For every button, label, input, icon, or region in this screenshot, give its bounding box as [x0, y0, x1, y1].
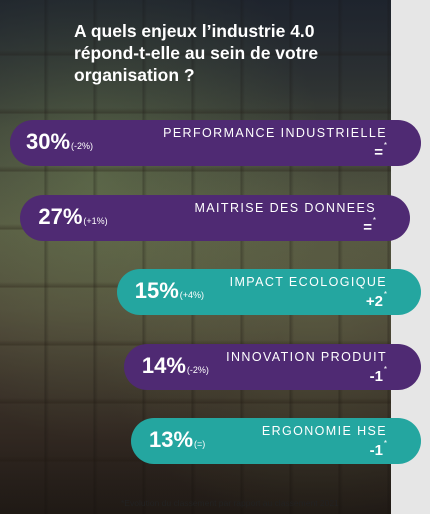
value-text: 14% [141, 352, 186, 378]
category-label: PERFORMANCE INDUSTRIELLE [163, 126, 387, 140]
ranking-evolution: = [363, 218, 372, 236]
category-label: ERGONOMIE HSE [261, 424, 387, 438]
value-text: 15% [134, 278, 179, 303]
value-text: 27% [38, 203, 83, 229]
background-photo [0, 0, 391, 514]
bar: 27%(+1%) MAITRISE DES DONNEES = * [20, 194, 410, 241]
ranking-evolution: -1 [369, 367, 383, 385]
asterisk-mark: * [372, 215, 376, 225]
category-label: INNOVATION PRODUIT [226, 349, 387, 364]
bar: 15%(+4%) IMPACT ECOLOGIQUE +2 * [116, 269, 421, 315]
value-label: 30%(-2%) [26, 129, 93, 159]
value-label: 14%(-2%) [142, 353, 209, 383]
bar: 30%(-2%) PERFORMANCE INDUSTRIELLE = * [10, 120, 421, 166]
value-label: 27%(+1%) [38, 204, 107, 234]
asterisk-mark: * [383, 439, 387, 448]
value-text: 30% [26, 129, 71, 154]
chart-title: A quels enjeux l’industrie 4.0 répond-t-… [74, 21, 319, 85]
change-label: (=) [194, 439, 206, 449]
ranking-evolution: = [374, 144, 383, 161]
ranking-evolution: +2 [365, 293, 383, 310]
category-label: IMPACT ECOLOGIQUE [229, 275, 387, 289]
footnote: *Evolution du classement par rapport au … [121, 498, 339, 508]
asterisk-mark: * [383, 290, 387, 299]
ranking-evolution: -1 [369, 442, 383, 459]
value-text: 13% [149, 427, 194, 452]
asterisk-mark: * [383, 141, 387, 150]
change-label: (+4%) [179, 290, 205, 300]
change-label: (-2%) [186, 364, 209, 375]
value-label: 15%(+4%) [135, 278, 204, 308]
bar: 13%(=) ERGONOMIE HSE -1 * [131, 418, 421, 464]
value-label: 13%(=) [149, 427, 205, 457]
change-label: (+1%) [83, 215, 108, 226]
bar: 14%(-2%) INNOVATION PRODUIT -1 * [123, 343, 421, 390]
change-label: (-2%) [71, 141, 94, 151]
asterisk-mark: * [383, 364, 387, 374]
category-label: MAITRISE DES DONNEES [194, 200, 376, 215]
